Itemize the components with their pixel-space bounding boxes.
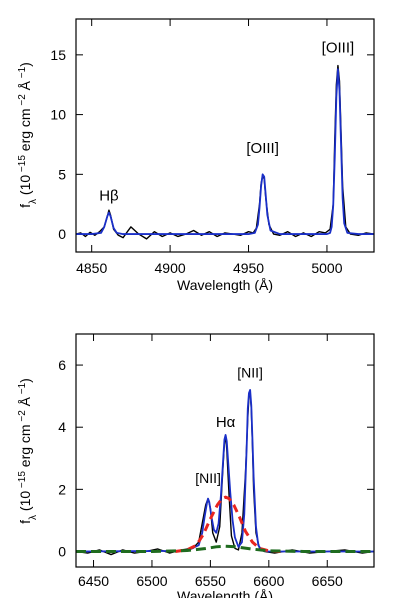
panel1-series xyxy=(75,64,375,240)
panel2-ticks xyxy=(76,334,374,567)
panel1-y-axis-title: fλ (10 −15 erg cm −2 Å −1) xyxy=(17,62,39,208)
panel2-series xyxy=(75,389,375,556)
panel-halpha-nii: 6450 6500 6550 6600 6650 0 2 4 6 Wavelen… xyxy=(17,333,375,598)
panel2-series-fit-line xyxy=(75,389,374,553)
panel2-y-axis-title: fλ (10 −15 erg cm −2 Å −1) xyxy=(17,378,39,524)
panel2-annotation: [NII] xyxy=(195,470,221,486)
panel2-series-continuum-line xyxy=(76,544,374,553)
panel1-series-observed-line xyxy=(75,64,375,240)
panel2-xtick-label: 6550 xyxy=(195,573,226,589)
panel1-ytick-label: 10 xyxy=(50,107,66,123)
panel1-xtick-label: 5000 xyxy=(311,260,342,276)
panel2-xtick-label: 6600 xyxy=(253,573,284,589)
panel2-annotation: [NII] xyxy=(237,364,263,380)
panel2-frame xyxy=(75,333,375,568)
panel1-xtick-label: 4850 xyxy=(76,260,107,276)
panel2-ytick-label: 0 xyxy=(58,543,66,559)
panel1-xtick-label: 4900 xyxy=(155,260,186,276)
panel2-series-broad-component-line xyxy=(175,495,281,553)
panel2-xtick-label: 6500 xyxy=(136,573,167,589)
panel1-ytick-label: 15 xyxy=(50,47,66,63)
panel2-ytick-label: 6 xyxy=(58,357,66,373)
panel2-ytick-label: 2 xyxy=(58,481,66,497)
panel2-ytick-label: 4 xyxy=(58,419,66,435)
panel1-frame xyxy=(75,18,375,253)
panel1-ticks xyxy=(76,19,374,252)
panel1-series-fit-line xyxy=(76,68,374,235)
panel1-xtick-label: 4950 xyxy=(233,260,264,276)
panel1-x-axis-title: Wavelength (Å) xyxy=(177,277,273,293)
panel1-ytick-label: 5 xyxy=(58,166,66,182)
panel1-annotation: Hβ xyxy=(99,188,119,205)
panel1-ytick-label: 0 xyxy=(58,226,66,242)
panel1-annotation: [OIII] xyxy=(322,39,355,56)
panel-hbeta-oiii: 4850 4900 4950 5000 0 5 10 15 Wavelength… xyxy=(17,18,375,293)
panel2-annotation: Hα xyxy=(216,414,236,431)
panel2-x-axis-title: Wavelength (Å) xyxy=(177,588,273,598)
panel2-xtick-label: 6650 xyxy=(312,573,343,589)
panel2-xtick-label: 6450 xyxy=(78,573,109,589)
panel1-annotation: [OIII] xyxy=(246,140,279,157)
